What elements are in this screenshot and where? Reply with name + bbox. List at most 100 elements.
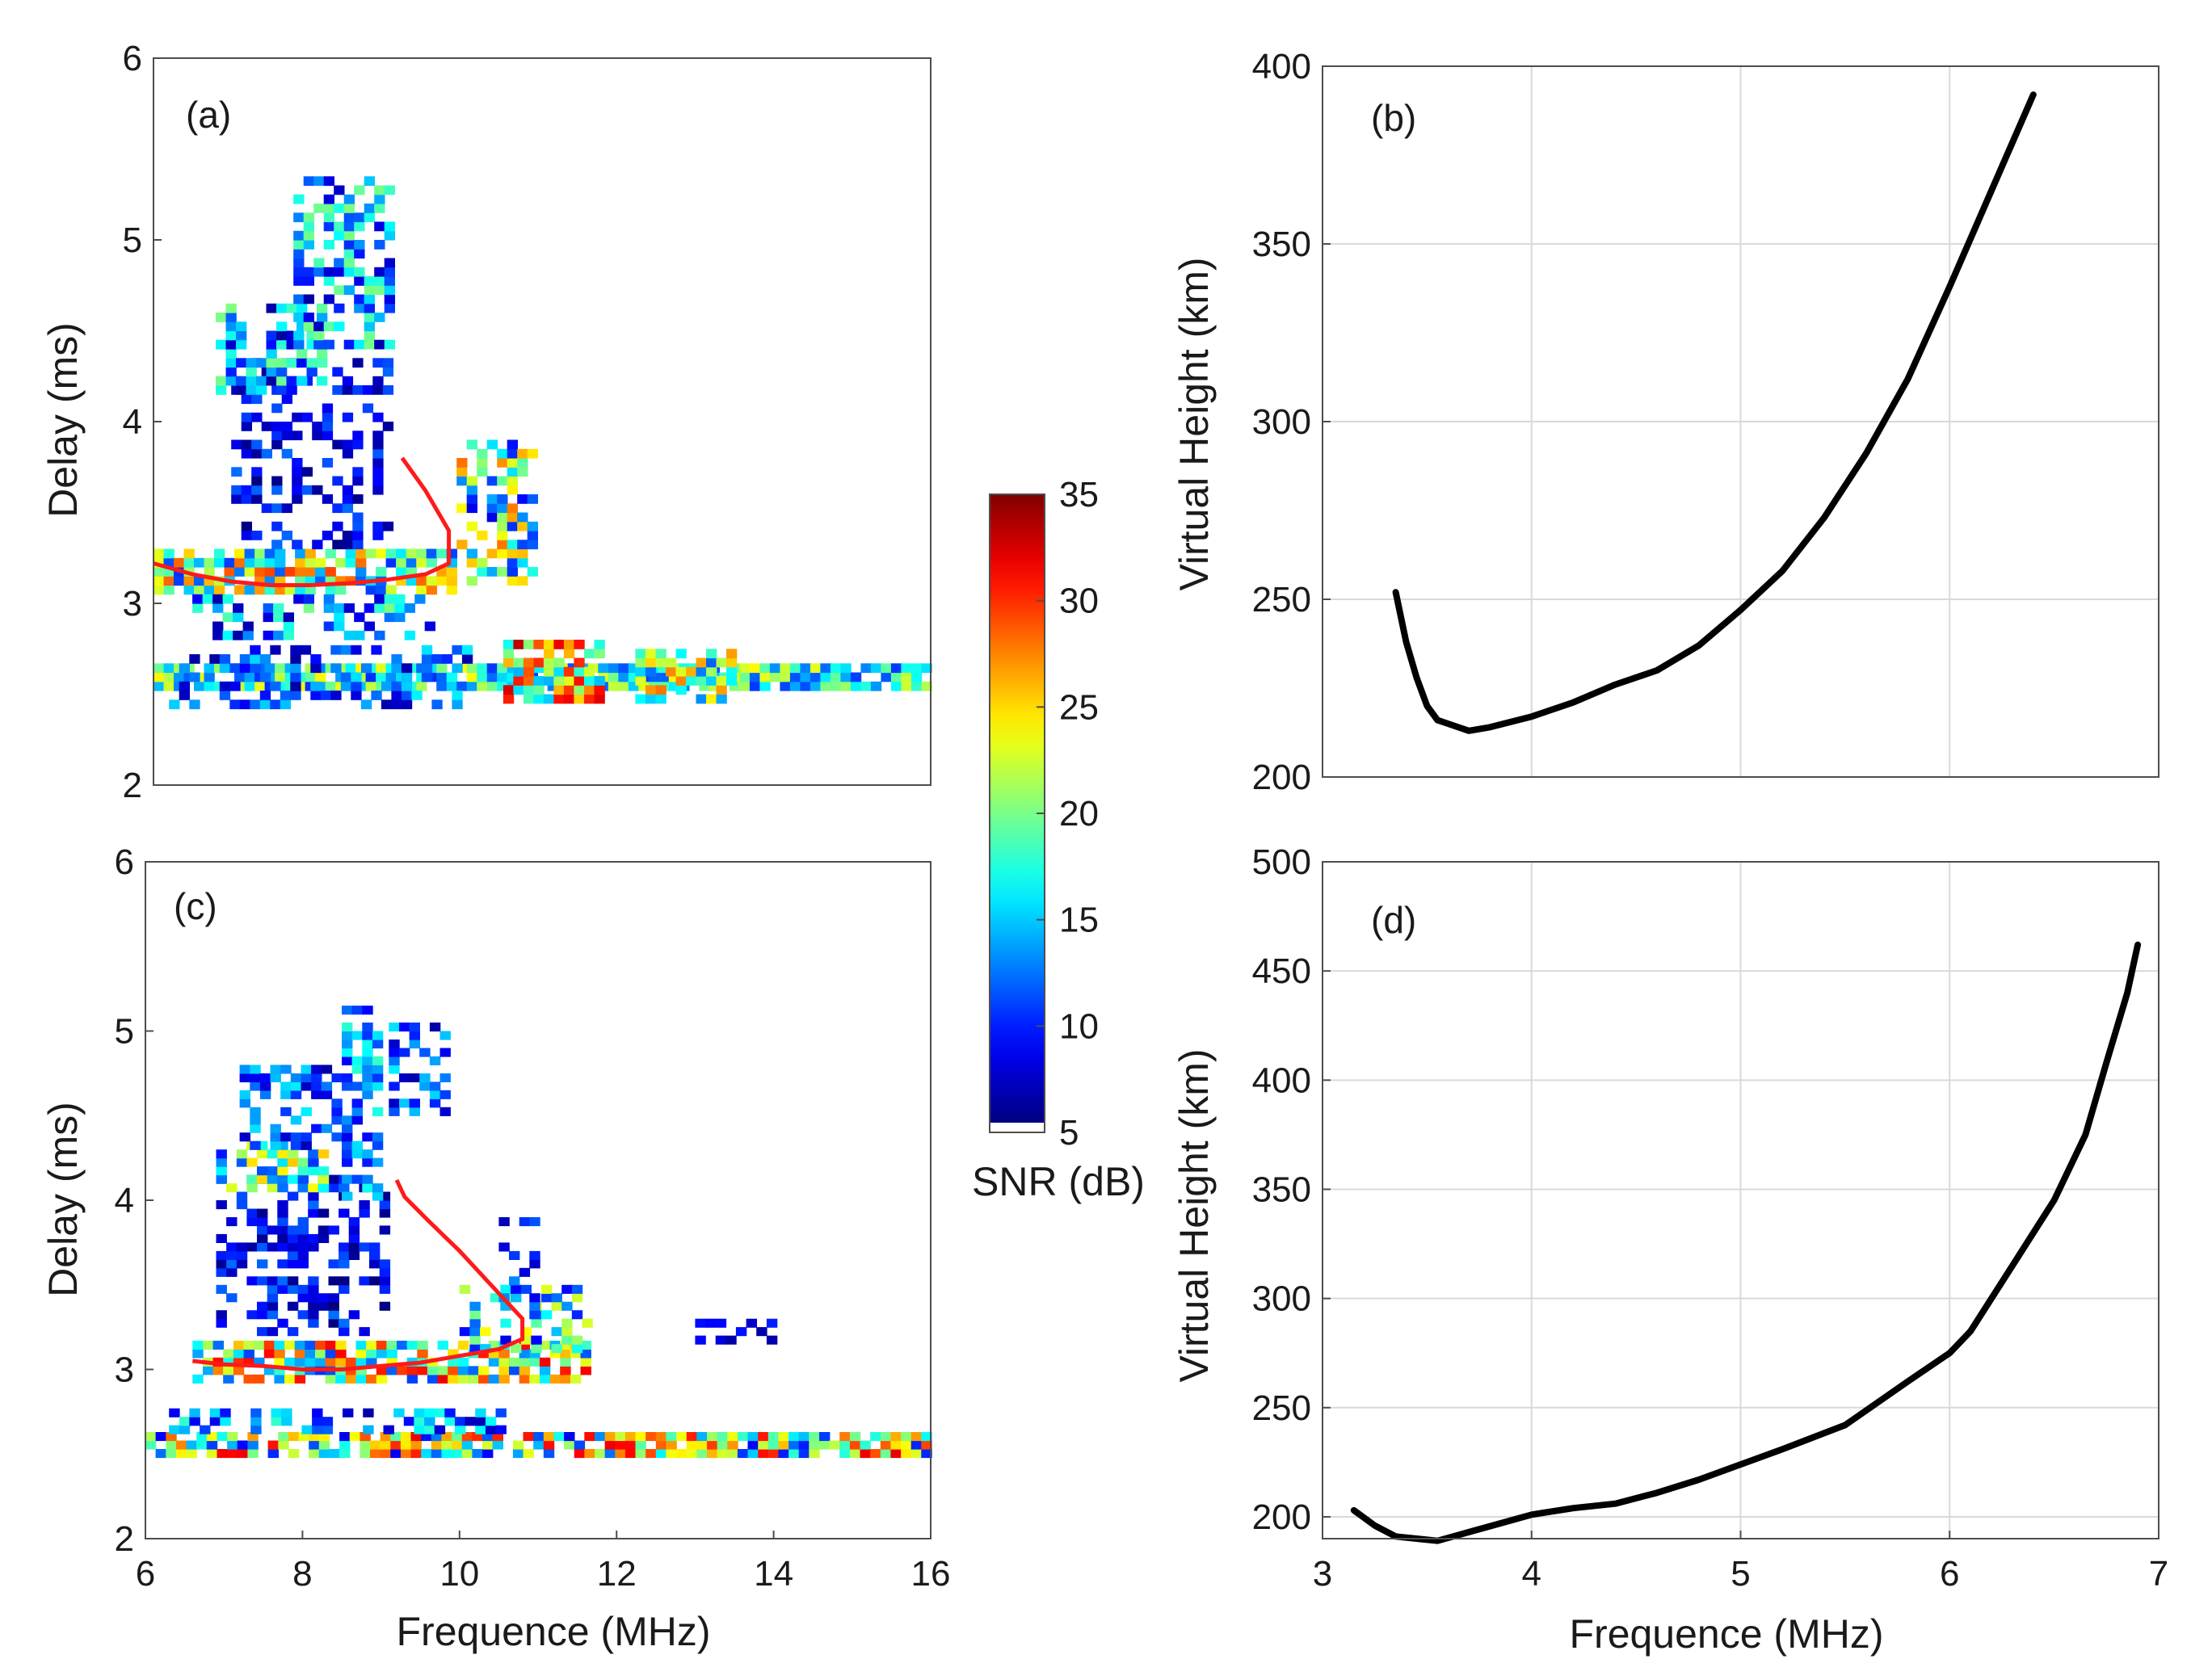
panel-a-echo-cell xyxy=(355,663,367,674)
panel-c-echo-cell xyxy=(414,1408,425,1418)
panel-c-echo-cell xyxy=(328,1174,339,1184)
panel-a-echo-cell xyxy=(553,676,565,686)
panel-c-echo-cell xyxy=(727,1432,738,1442)
panel-c-echo-cell xyxy=(329,1449,340,1459)
panel-a-echo-cell xyxy=(477,448,488,459)
panel-c-echo-cell xyxy=(267,1284,279,1294)
panel-a-echo-cell xyxy=(406,567,417,577)
panel-a-echo-cell xyxy=(214,681,225,691)
panel-a-echo-cell xyxy=(284,663,296,674)
panel-a-echo-cell xyxy=(271,439,283,450)
panel-c-echo-cell xyxy=(519,1349,531,1359)
panel-a-echo-cell xyxy=(292,494,303,504)
panel-a-echo-cell xyxy=(391,681,402,691)
panel-c-echo-cell xyxy=(452,1432,463,1442)
panel-c-echo-cell xyxy=(342,1006,353,1015)
panel-c-echo-cell xyxy=(339,1183,350,1193)
panel-a-echo-cell xyxy=(426,585,437,595)
panel-a-echo-cell xyxy=(381,699,393,710)
panel-a-echo-cell xyxy=(264,576,275,586)
panel-c-echo-cell xyxy=(509,1357,520,1367)
panel-a-echo-cell xyxy=(527,448,538,459)
panel-c-echo-cell xyxy=(880,1449,892,1459)
panel-a-ytick-label-4: 4 xyxy=(123,402,142,442)
panel-c-echo-cell xyxy=(216,1250,227,1260)
panel-a-echo-cell xyxy=(323,321,334,332)
panel-a-echo-cell xyxy=(234,548,246,559)
panel-a-echo-cell xyxy=(290,654,301,664)
panel-a-echo-cell xyxy=(212,621,224,632)
panel-a-echo-cell xyxy=(890,663,902,674)
panel-c-echo-cell xyxy=(655,1440,667,1450)
panel-c-echo-cell xyxy=(379,1284,391,1294)
panel-c-echo-cell xyxy=(461,1440,473,1450)
panel-a-echo-cell xyxy=(574,676,585,686)
panel-c-echo-cell xyxy=(574,1449,586,1459)
panel-c-echo-cell xyxy=(910,1449,923,1459)
panel-a-echo-cell xyxy=(830,672,842,682)
panel-a-echo-cell xyxy=(830,681,842,691)
panel-c-echo-cell xyxy=(254,1374,265,1384)
panel-c-echo-cell xyxy=(439,1107,451,1116)
panel-c-echo-cell xyxy=(278,1440,289,1450)
panel-a-ytick-label-5: 5 xyxy=(123,220,142,260)
panel-a-echo-cell xyxy=(574,657,585,668)
panel-a-echo-cell xyxy=(310,681,322,691)
panel-a-echo-cell xyxy=(241,521,252,531)
panel-a-echo-cell xyxy=(153,576,165,586)
panel-c-echo-cell xyxy=(372,1065,384,1074)
panel-c-echo-cell xyxy=(297,1293,309,1303)
panel-c-echo-cell xyxy=(254,1340,265,1350)
panel-a-echo-cell xyxy=(421,672,433,682)
panel-c-echo-cell xyxy=(342,1115,353,1125)
panel-c-echo-cell xyxy=(342,1082,353,1091)
panel-a-echo-cell xyxy=(352,540,364,550)
colorbar-tick-label-35: 35 xyxy=(1059,475,1099,514)
panel-c-echo-cell xyxy=(359,1242,370,1252)
panel-a-echo-cell xyxy=(303,603,314,613)
panel-a-echo-cell xyxy=(275,567,286,577)
panel-c-echo-cell xyxy=(243,1374,254,1384)
panel-c-echo-cell xyxy=(305,1357,316,1367)
panel-a-echo-cell xyxy=(241,485,252,495)
panel-c-echo-cell xyxy=(355,1340,367,1350)
panel-d-ytick-label-350: 350 xyxy=(1252,1170,1311,1209)
panel-c-echo-cell xyxy=(290,1073,302,1082)
panel-c-echo-cell xyxy=(259,1082,271,1091)
panel-a-echo-cell xyxy=(421,654,433,664)
panel-c-echo-cell xyxy=(767,1432,780,1442)
panel-a-echo-cell xyxy=(343,603,355,613)
panel-a-echo-cell xyxy=(563,649,575,659)
panel-a-echo-cell xyxy=(583,666,595,677)
panel-a-echo-cell xyxy=(372,476,384,486)
panel-a-echo-cell xyxy=(312,485,323,495)
panel-c-echo-cell xyxy=(424,1417,435,1426)
panel-a-echo-cell xyxy=(284,681,296,691)
panel-c-echo-cell xyxy=(595,1449,606,1459)
panel-a-echo-cell xyxy=(384,339,395,350)
panel-c-echo-cell xyxy=(287,1250,299,1260)
panel-a-echo-cell xyxy=(224,557,235,568)
panel-a-echo-cell xyxy=(645,649,657,659)
panel-a-echo-cell xyxy=(281,430,292,441)
panel-c-echo-cell xyxy=(216,1157,227,1167)
panel-c-echo-cell xyxy=(758,1449,769,1459)
panel-a-echo-cell xyxy=(497,512,508,523)
panel-a-echo-cell xyxy=(204,567,215,577)
panel-c-echo-cell xyxy=(379,1191,391,1201)
panel-c-echo-cell xyxy=(348,1242,360,1252)
panel-c-echo-cell xyxy=(389,1082,400,1091)
panel-a-echo-cell xyxy=(275,672,286,682)
panel-a-echo-cell xyxy=(441,654,453,664)
panel-c-echo-cell xyxy=(448,1366,459,1376)
panel-a-echo-cell xyxy=(323,194,334,204)
panel-c-echo-cell xyxy=(519,1374,531,1384)
panel-c-echo-cell xyxy=(287,1327,299,1337)
panel-a-echo-cell xyxy=(382,358,394,368)
panel-c-echo-cell xyxy=(342,1191,353,1201)
panel-c-echo-cell xyxy=(437,1374,448,1384)
panel-c-echo-cell xyxy=(227,1449,238,1459)
panel-c-echo-cell xyxy=(646,1432,657,1442)
panel-c-echo-cell xyxy=(297,1166,309,1176)
